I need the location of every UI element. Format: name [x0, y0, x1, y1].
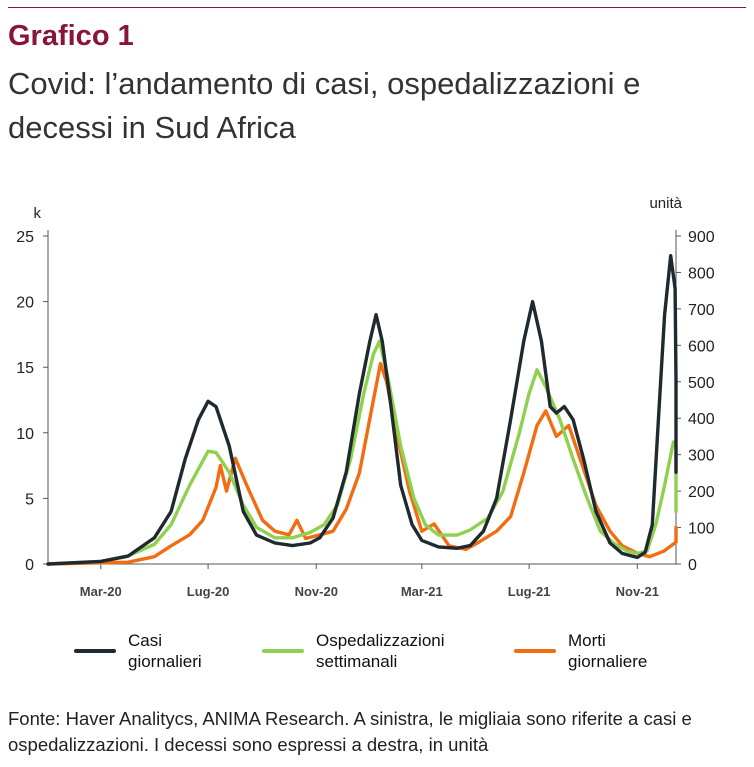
- x-tick-label: Mar-20: [80, 584, 122, 599]
- right-tick-label: 900: [688, 229, 715, 246]
- x-tick-label: Lug-21: [508, 584, 551, 599]
- right-tick-label: 300: [688, 448, 715, 465]
- legend-item-ospedalizzazioni: Ospedalizzazioni settimanali: [262, 630, 466, 672]
- legend-swatch-casi: [74, 649, 116, 653]
- left-tick-label: 5: [25, 491, 34, 508]
- x-tick-label: Mar-21: [401, 584, 443, 599]
- legend-swatch-ospedalizzazioni: [262, 649, 304, 653]
- legend-label-casi: Casi giornalieri: [128, 631, 202, 671]
- x-tick-label: Nov-20: [295, 584, 338, 599]
- right-tick-label: 700: [688, 302, 715, 319]
- chart-title: Covid: l’andamento di casi, ospedalizzaz…: [8, 66, 641, 145]
- source-note: Fonte: Haver Analitycs, ANIMA Research. …: [8, 708, 692, 755]
- right-axis-unit: unità: [649, 195, 682, 212]
- x-tick-label: Nov-21: [616, 584, 659, 599]
- legend-label-ospedalizzazioni: Ospedalizzazioni settimanali: [316, 631, 445, 671]
- legend-label-morti: Morti giornaliere: [568, 631, 648, 671]
- series-line-morti: [46, 361, 678, 566]
- top-rule: [8, 7, 746, 8]
- left-tick-label: 20: [16, 295, 34, 312]
- left-axis-unit: k: [34, 205, 42, 222]
- legend-item-morti: Morti giornaliere: [514, 630, 668, 672]
- figure-label: Grafico 1: [8, 20, 134, 52]
- right-tick-label: 800: [688, 265, 715, 282]
- legend-swatch-morti: [514, 649, 556, 653]
- right-tick-label: 500: [688, 375, 715, 392]
- left-tick-label: 10: [16, 426, 34, 443]
- right-tick-label: 0: [688, 557, 697, 574]
- legend-item-casi: Casi giornalieri: [74, 630, 238, 672]
- series-line-casi: [46, 253, 678, 566]
- left-tick-label: 0: [25, 557, 34, 574]
- chart: k unità 0 5 10 15 20 25 0 100 200 300 400 500 600 700 80…: [16, 195, 715, 599]
- right-tick-label: 600: [688, 338, 715, 355]
- right-tick-label: 400: [688, 411, 715, 428]
- series-line-ospedalizzazioni: [46, 339, 678, 566]
- right-tick-label: 200: [688, 484, 715, 501]
- left-tick-label: 25: [16, 229, 34, 246]
- right-tick-label: 100: [688, 521, 715, 538]
- x-tick-label: Lug-20: [187, 584, 230, 599]
- left-tick-label: 15: [16, 360, 34, 377]
